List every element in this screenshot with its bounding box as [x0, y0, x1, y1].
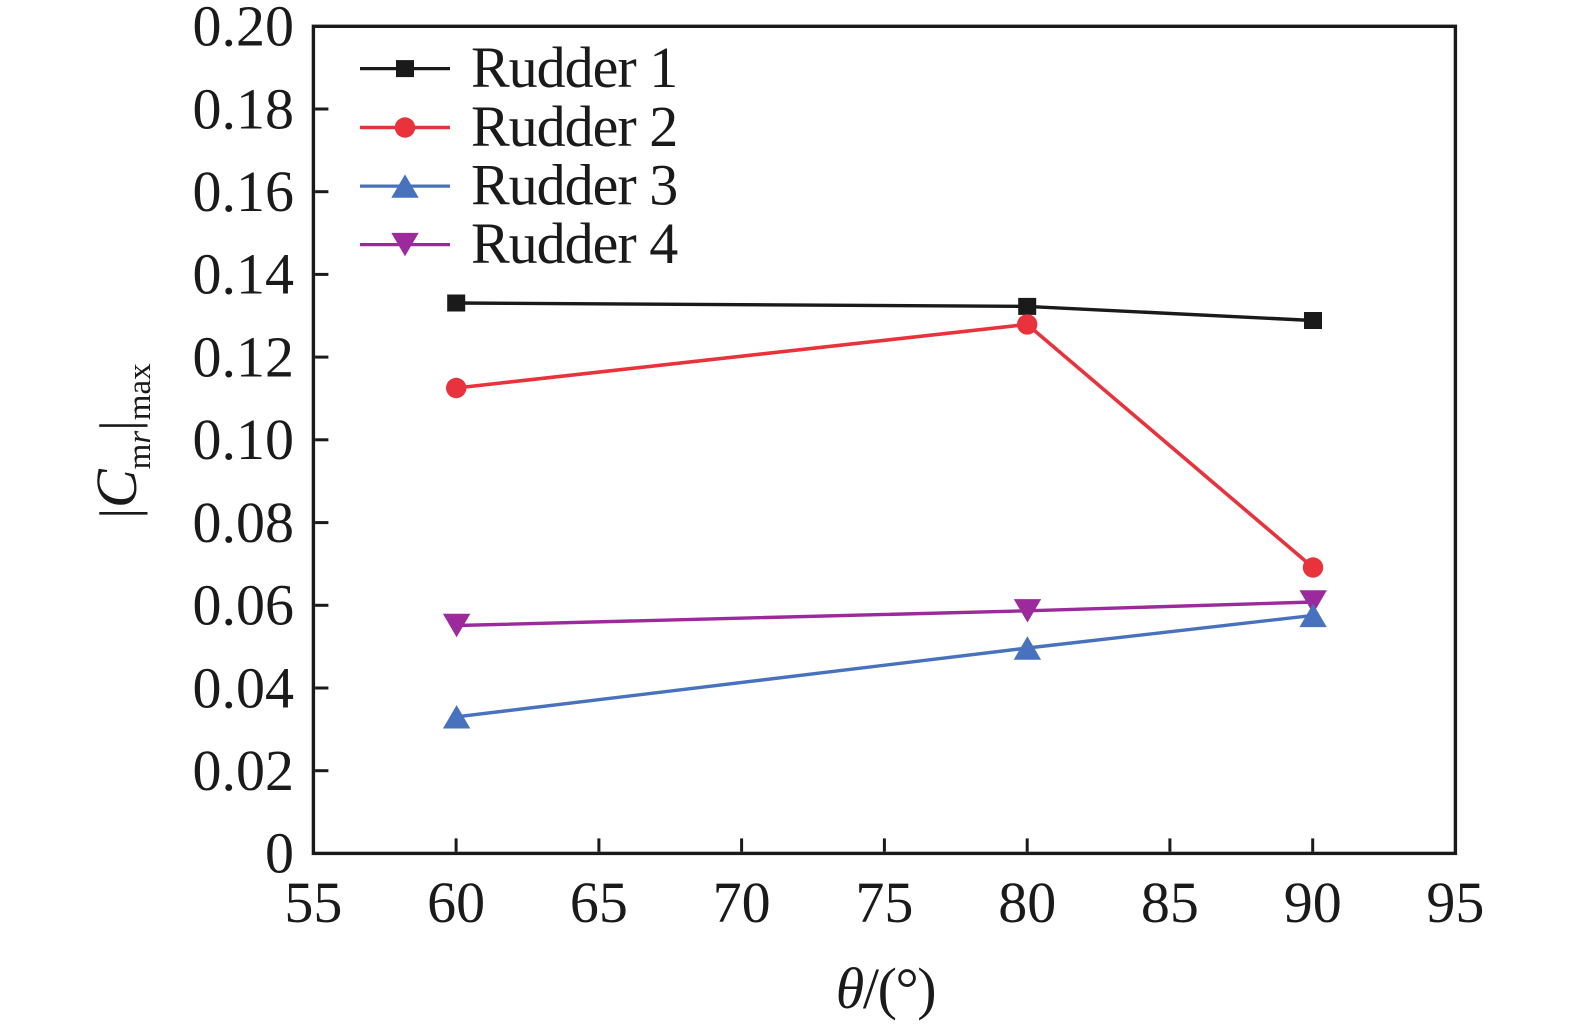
- svg-text:0.18: 0.18: [193, 76, 295, 141]
- svg-text:0.20: 0.20: [193, 0, 295, 59]
- svg-text:90: 90: [1284, 870, 1342, 935]
- svg-text:70: 70: [713, 870, 771, 935]
- svg-text:0.04: 0.04: [193, 655, 295, 720]
- svg-text:0: 0: [265, 821, 294, 886]
- svg-text:θ/(°): θ/(°): [836, 956, 935, 1021]
- svg-text:Rudder 4: Rudder 4: [471, 211, 678, 276]
- svg-text:55: 55: [284, 870, 342, 935]
- svg-text:Rudder 1: Rudder 1: [471, 35, 677, 100]
- svg-text:0.12: 0.12: [193, 324, 295, 389]
- svg-text:0.02: 0.02: [193, 738, 295, 803]
- svg-text:0.16: 0.16: [193, 159, 295, 224]
- svg-text:0.10: 0.10: [193, 407, 295, 472]
- svg-text:Rudder 2: Rudder 2: [471, 94, 677, 159]
- svg-text:Rudder 3: Rudder 3: [471, 153, 677, 218]
- svg-text:95: 95: [1426, 870, 1484, 935]
- svg-text:|Cmr|max: |Cmr|max: [84, 363, 158, 519]
- svg-text:65: 65: [570, 870, 628, 935]
- svg-text:75: 75: [855, 870, 913, 935]
- svg-text:60: 60: [427, 870, 485, 935]
- svg-text:0.06: 0.06: [193, 573, 295, 638]
- svg-text:80: 80: [998, 870, 1056, 935]
- svg-text:85: 85: [1141, 870, 1199, 935]
- svg-text:0.14: 0.14: [193, 242, 295, 307]
- svg-text:0.08: 0.08: [193, 490, 295, 555]
